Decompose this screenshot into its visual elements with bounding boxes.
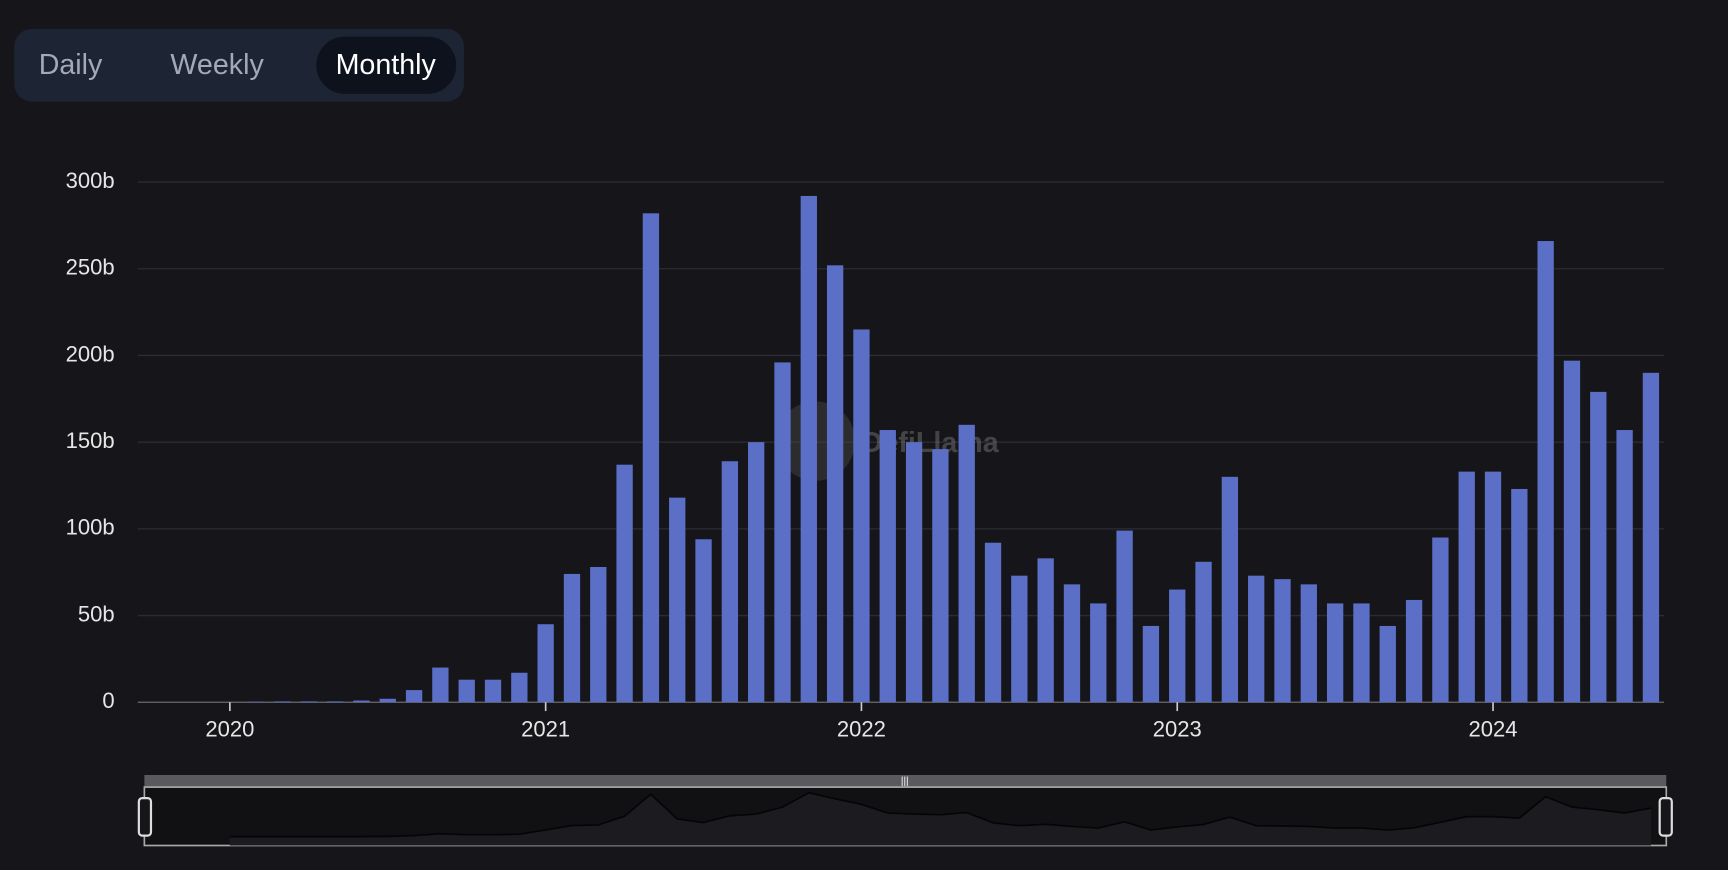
bar <box>932 449 949 703</box>
bar <box>669 497 686 703</box>
bar <box>1300 584 1317 703</box>
bar <box>1169 589 1186 703</box>
x-tick-label: 2021 <box>521 717 570 742</box>
y-tick-label: 200b <box>66 341 115 366</box>
bar <box>616 464 633 703</box>
bar <box>853 329 870 703</box>
bar <box>1458 471 1475 703</box>
bar <box>537 624 554 703</box>
bar <box>1405 599 1423 703</box>
bar <box>800 195 817 703</box>
y-tick-label: 250b <box>66 255 115 280</box>
y-tick-label: 150b <box>66 428 115 453</box>
bar <box>1616 430 1633 703</box>
bar <box>405 690 423 703</box>
bars <box>248 195 1660 703</box>
bar <box>1432 537 1449 703</box>
y-tick-label: 100b <box>66 515 115 540</box>
bar <box>1011 575 1028 703</box>
bar <box>1195 561 1212 703</box>
bar <box>905 442 923 703</box>
bar <box>748 442 765 703</box>
bar <box>958 424 975 703</box>
brush-handle-left[interactable] <box>137 797 153 837</box>
bar <box>1537 241 1554 703</box>
bar <box>1037 558 1054 703</box>
x-tick-label: 2020 <box>205 717 254 742</box>
x-axis: 2020 2021 2022 2023 2024 <box>205 702 1518 742</box>
brush-area <box>229 792 1651 846</box>
monthly-button[interactable]: Monthly <box>336 49 437 81</box>
y-tick-label: 50b <box>78 601 115 626</box>
bar <box>1274 579 1291 703</box>
bar <box>432 667 449 703</box>
bar <box>1511 488 1528 703</box>
bar <box>721 461 739 703</box>
bar <box>1142 625 1160 703</box>
bar <box>511 672 528 703</box>
bar <box>774 362 791 703</box>
bar <box>1221 476 1239 703</box>
bar <box>1379 625 1396 703</box>
bar <box>300 701 317 703</box>
bar <box>353 700 370 703</box>
bar <box>1563 360 1581 703</box>
bar <box>695 539 712 703</box>
brush-grip[interactable]: ||| <box>901 776 909 787</box>
bar <box>1090 603 1107 703</box>
x-tick-label: 2023 <box>1153 717 1202 742</box>
bar <box>274 701 291 703</box>
daily-button[interactable]: Daily <box>39 49 103 81</box>
bar <box>379 698 396 703</box>
bar <box>642 213 660 703</box>
x-tick-label: 2022 <box>837 717 886 742</box>
bar <box>1248 575 1265 703</box>
weekly-button[interactable]: Weekly <box>170 49 264 81</box>
bar <box>826 265 844 703</box>
toggle-selected <box>316 36 457 94</box>
x-tick-label: 2024 <box>1469 717 1518 742</box>
y-tick-label: 300b <box>66 168 115 193</box>
bar <box>1063 584 1081 703</box>
brush-handle-right[interactable] <box>1658 797 1673 837</box>
brush-bar[interactable] <box>144 774 1667 788</box>
brush-preview <box>229 791 1652 846</box>
bar <box>563 573 581 703</box>
bar <box>879 430 896 703</box>
brush-line <box>229 791 1652 838</box>
bar <box>1116 530 1133 703</box>
bar <box>984 542 1002 703</box>
bar <box>1353 603 1370 703</box>
bar <box>1590 391 1607 703</box>
bar <box>458 679 475 703</box>
y-tick-label: 0 <box>102 688 114 713</box>
bar <box>326 701 344 703</box>
bar <box>484 679 502 703</box>
bar <box>590 567 607 703</box>
bar <box>1484 471 1502 703</box>
bar <box>1642 372 1660 703</box>
bar <box>248 701 265 703</box>
bar <box>1326 603 1344 703</box>
